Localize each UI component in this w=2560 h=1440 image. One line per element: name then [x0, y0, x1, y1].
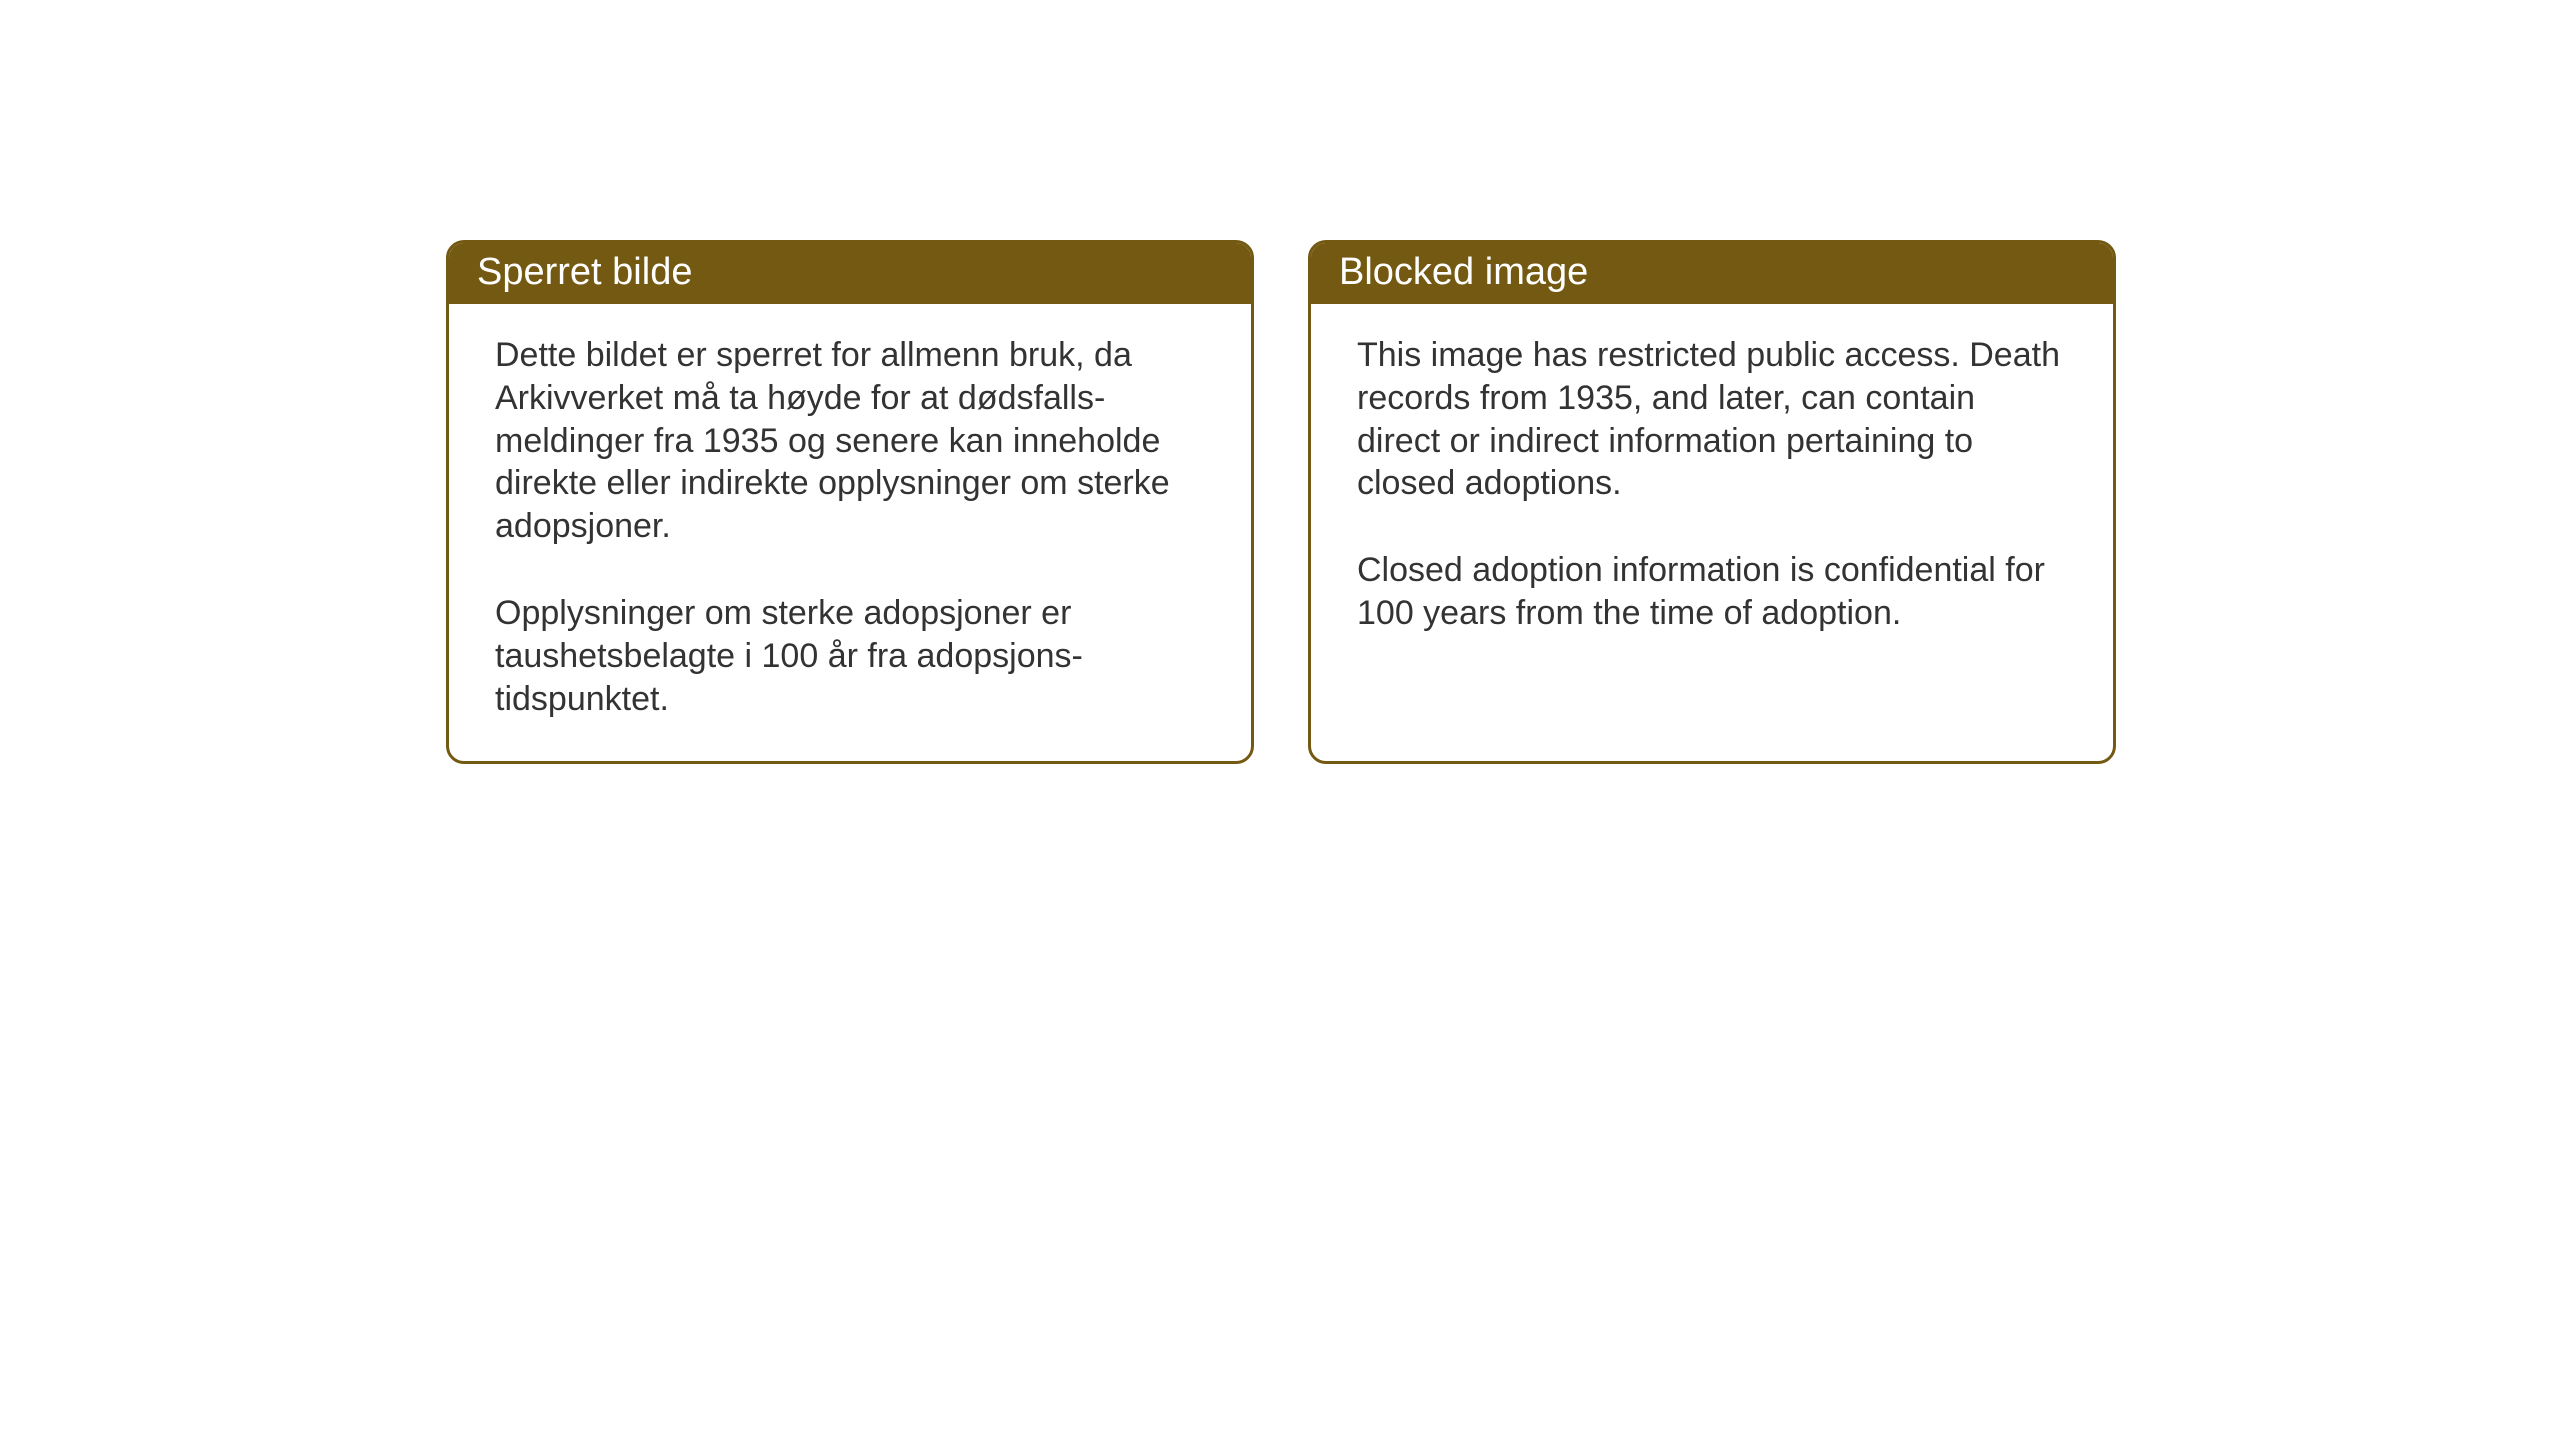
notice-container: Sperret bilde Dette bildet er sperret fo… — [446, 240, 2116, 764]
norwegian-notice-title: Sperret bilde — [449, 243, 1251, 304]
english-notice-title: Blocked image — [1311, 243, 2113, 304]
english-notice-body: This image has restricted public access.… — [1311, 304, 2113, 675]
english-paragraph-1: This image has restricted public access.… — [1357, 334, 2067, 505]
norwegian-paragraph-1: Dette bildet er sperret for allmenn bruk… — [495, 334, 1205, 548]
norwegian-notice-body: Dette bildet er sperret for allmenn bruk… — [449, 304, 1251, 761]
english-paragraph-2: Closed adoption information is confident… — [1357, 549, 2067, 635]
norwegian-paragraph-2: Opplysninger om sterke adopsjoner er tau… — [495, 592, 1205, 720]
english-notice-card: Blocked image This image has restricted … — [1308, 240, 2116, 764]
norwegian-notice-card: Sperret bilde Dette bildet er sperret fo… — [446, 240, 1254, 764]
